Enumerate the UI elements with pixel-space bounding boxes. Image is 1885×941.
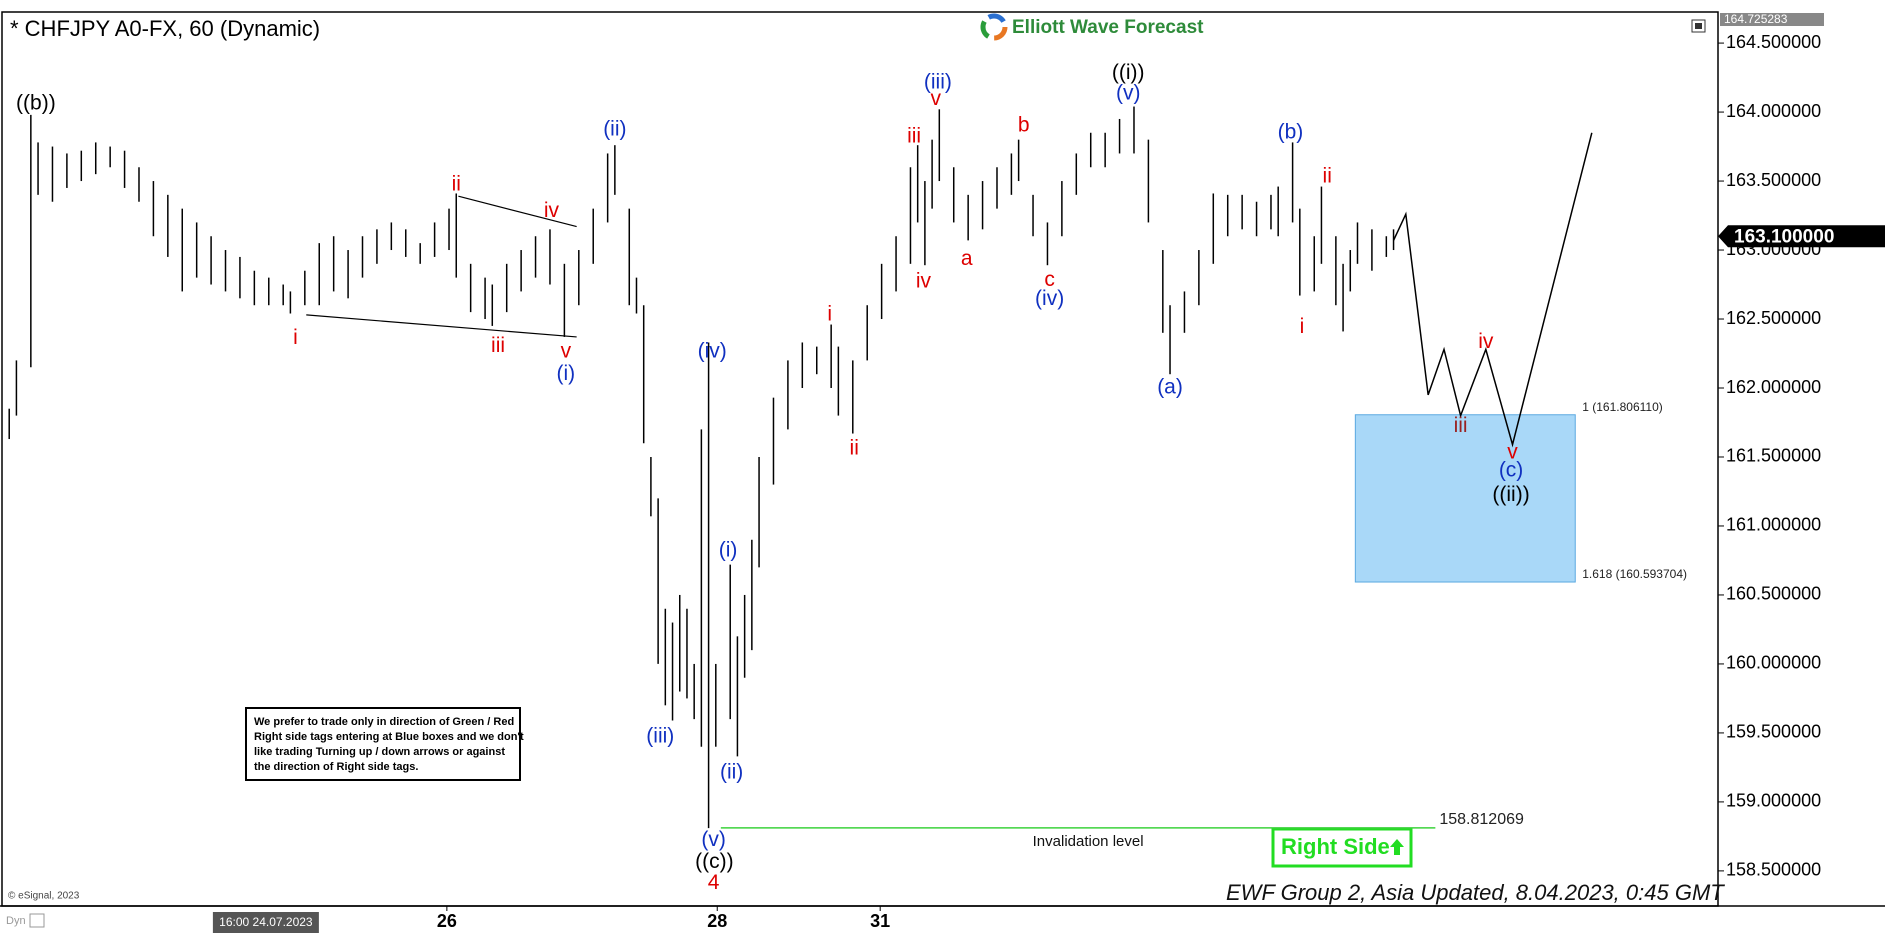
wave-label: ((ii)) [1492, 483, 1529, 506]
y-tick-label: 161.000000 [1726, 515, 1821, 535]
wave-label: (iv) [698, 340, 727, 363]
wave-label: b [1018, 113, 1030, 136]
wave-label: v [561, 340, 572, 363]
corner-tag: Dyn [6, 915, 26, 927]
wave-label: a [961, 247, 973, 270]
logo-icon [980, 13, 1008, 41]
wave-label: ii [850, 436, 859, 459]
logo-icon [980, 13, 1008, 41]
y-tick-label: 160.000000 [1726, 653, 1821, 673]
y-tick-label: 162.500000 [1726, 308, 1821, 328]
x-tick-label: 31 [870, 911, 890, 931]
top-price-label: 164.725283 [1724, 12, 1788, 26]
y-tick-label: 161.500000 [1726, 446, 1821, 466]
right-side-tag: Right Side [1271, 827, 1413, 868]
wave-label: (ii) [720, 760, 743, 783]
logo-icon [980, 13, 1008, 41]
y-tick-label: 159.000000 [1726, 791, 1821, 811]
wave-label: iii [491, 334, 505, 357]
wave-label: (v) [1116, 82, 1141, 105]
brand-name: Elliott Wave Forecast [1012, 17, 1204, 38]
x-tick-label: 28 [707, 911, 727, 931]
wave-label: v [930, 87, 941, 110]
y-tick-label: 162.000000 [1726, 377, 1821, 397]
y-tick-label: 158.500000 [1726, 860, 1821, 880]
last-price-label: 163.100000 [1734, 226, 1834, 247]
wave-label: ((b)) [16, 91, 56, 114]
wave-label: (a) [1157, 376, 1183, 399]
right-side-frame [1271, 827, 1413, 868]
wave-label: (ii) [603, 118, 626, 141]
right-side-label: Right Side [1281, 834, 1390, 859]
disclaimer-line: Right side tags entering at Blue boxes a… [254, 731, 524, 743]
box-bottom-label: 1.618 (160.593704) [1582, 567, 1687, 581]
wave-label: (c) [1499, 458, 1524, 481]
invalidation-text: Invalidation level [1033, 833, 1144, 850]
wave-label: (v) [701, 828, 726, 851]
disclaimer-line: the direction of Right side tags. [254, 761, 418, 773]
wave-label: ((c)) [695, 850, 733, 873]
wave-label: ((i)) [1112, 61, 1145, 84]
up-arrow [1390, 839, 1404, 855]
wave-label: c [1044, 268, 1055, 291]
projection-path [1392, 132, 1593, 448]
footer-update: EWF Group 2, Asia Updated, 8.04.2023, 0:… [1226, 880, 1725, 905]
trendline [306, 314, 577, 338]
copyright: © eSignal, 2023 [8, 891, 80, 902]
y-tick-label: 159.500000 [1726, 722, 1821, 742]
cursor-time-box [212, 912, 319, 933]
disclaimer-line: like trading Turning up / down arrows or… [254, 746, 505, 758]
y-tick-label: 164.500000 [1726, 32, 1821, 52]
disclaimer-frame [245, 707, 521, 781]
top-price-tag [1720, 13, 1824, 26]
wave-label: (iii) [924, 71, 952, 94]
wave-label: iv [1478, 330, 1494, 353]
x-tick-label: 26 [437, 911, 457, 931]
brand-logo: Elliott Wave Forecast [980, 13, 1204, 41]
wave-label: (b) [1278, 120, 1304, 143]
wave-label: iii [1454, 414, 1468, 437]
wave-label: (i) [557, 362, 576, 385]
trendline [458, 195, 577, 228]
wave-label: iii [907, 124, 921, 147]
y-tick-label: 164.000000 [1726, 101, 1821, 121]
target-box [1354, 414, 1576, 583]
wave-label: (i) [719, 538, 738, 561]
disclaimer-line: We prefer to trade only in direction of … [254, 716, 514, 728]
wave-label: i [1300, 315, 1305, 338]
wave-label: i [827, 302, 832, 325]
wave-label: 4 [708, 871, 720, 894]
window-icon [1695, 23, 1702, 29]
wave-label: ii [1323, 164, 1332, 187]
wave-label: iv [916, 269, 932, 292]
wave-label: (iv) [1035, 287, 1064, 310]
last-price-tag [1718, 225, 1885, 248]
y-tick-label: 163.500000 [1726, 170, 1821, 190]
y-tick-label: 160.500000 [1726, 584, 1821, 604]
wave-label: ii [452, 173, 461, 196]
toolbar-icon[interactable] [29, 913, 45, 928]
disclaimer-box: We prefer to trade only in direction of … [245, 707, 524, 781]
box-top-label: 1 (161.806110) [1582, 400, 1663, 414]
invalidation-value: 158.812069 [1439, 811, 1524, 828]
wave-label: i [293, 326, 298, 349]
cursor-time-label: 16:00 24.07.2023 [219, 915, 313, 929]
chart-title: * CHFJPY A0-FX, 60 (Dynamic) [10, 16, 320, 41]
wave-label: v [1507, 440, 1518, 463]
wave-label: (iii) [646, 725, 674, 748]
wave-label: iv [544, 199, 560, 222]
